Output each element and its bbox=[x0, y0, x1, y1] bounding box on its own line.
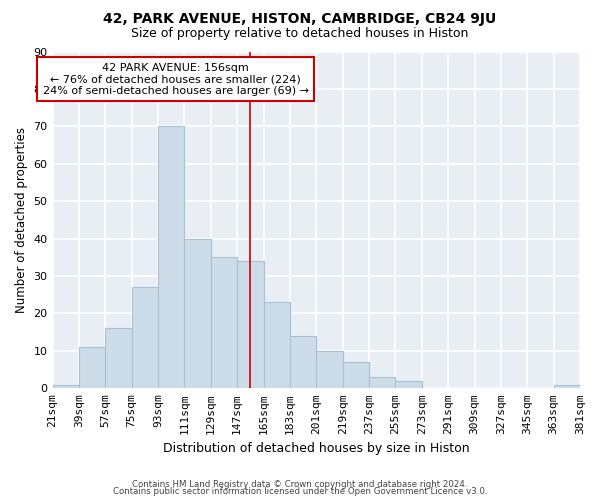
Bar bbox=[263, 302, 290, 388]
Bar bbox=[395, 381, 422, 388]
Text: Contains HM Land Registry data © Crown copyright and database right 2024.: Contains HM Land Registry data © Crown c… bbox=[132, 480, 468, 489]
Bar bbox=[211, 258, 237, 388]
Bar bbox=[343, 362, 369, 388]
Text: 42, PARK AVENUE, HISTON, CAMBRIDGE, CB24 9JU: 42, PARK AVENUE, HISTON, CAMBRIDGE, CB24… bbox=[103, 12, 497, 26]
Bar bbox=[554, 384, 580, 388]
Bar bbox=[184, 238, 211, 388]
Text: Contains public sector information licensed under the Open Government Licence v3: Contains public sector information licen… bbox=[113, 488, 487, 496]
Y-axis label: Number of detached properties: Number of detached properties bbox=[15, 127, 28, 313]
Bar bbox=[53, 384, 79, 388]
Bar bbox=[131, 288, 158, 388]
X-axis label: Distribution of detached houses by size in Histon: Distribution of detached houses by size … bbox=[163, 442, 470, 455]
Text: Size of property relative to detached houses in Histon: Size of property relative to detached ho… bbox=[131, 28, 469, 40]
Text: 42 PARK AVENUE: 156sqm
← 76% of detached houses are smaller (224)
24% of semi-de: 42 PARK AVENUE: 156sqm ← 76% of detached… bbox=[43, 62, 308, 96]
Bar bbox=[316, 351, 343, 389]
Bar bbox=[237, 261, 263, 388]
Bar bbox=[290, 336, 316, 388]
Bar bbox=[158, 126, 184, 388]
Bar bbox=[369, 377, 395, 388]
Bar bbox=[105, 328, 131, 388]
Bar bbox=[79, 347, 105, 389]
